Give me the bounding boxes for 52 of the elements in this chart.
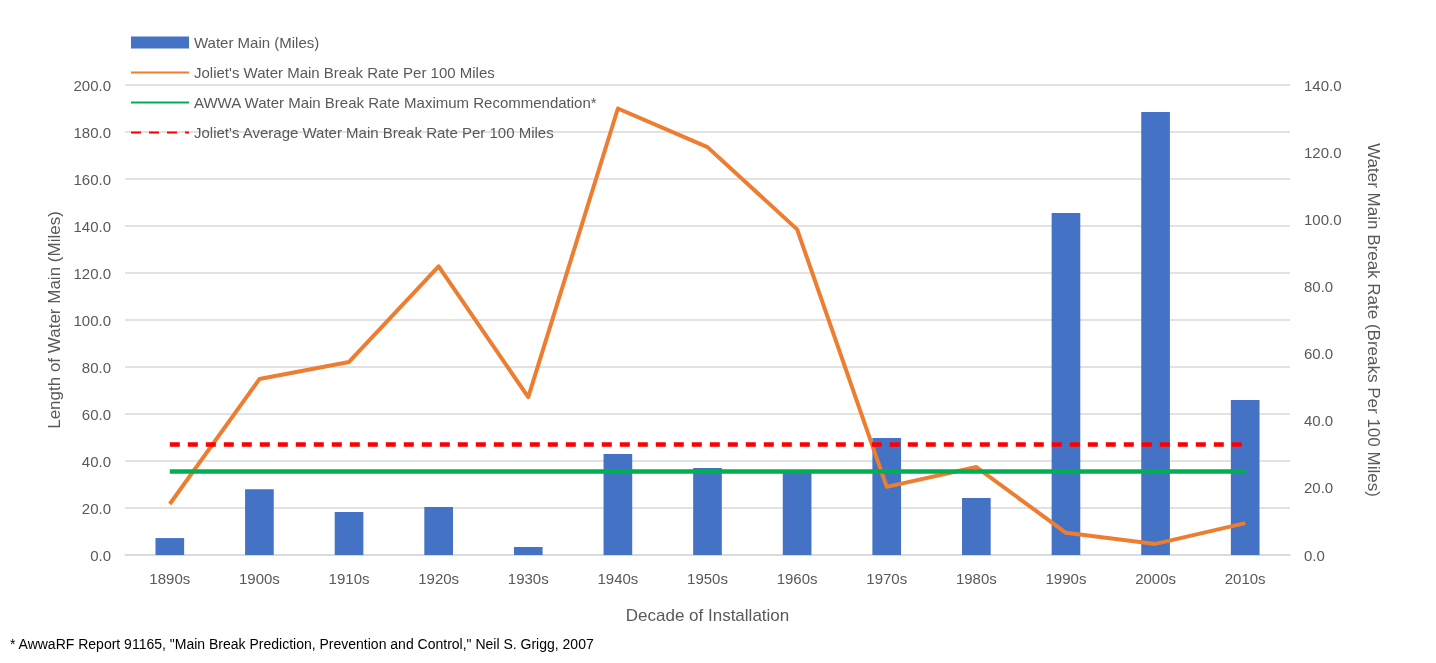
- y-tick-label: 40.0: [81, 452, 111, 470]
- bar: [1141, 112, 1170, 555]
- x-tick-label: 1960s: [776, 570, 818, 587]
- bar: [245, 489, 274, 555]
- y2-axis-title: Water Main Break Rate (Breaks Per 100 Miles): [1364, 143, 1383, 497]
- x-tick-label: 1900s: [238, 570, 280, 587]
- y2-tick-label: 0.0: [1304, 546, 1325, 564]
- y-tick-label: 60.0: [81, 405, 111, 423]
- y-tick-label: 140.0: [73, 217, 111, 235]
- x-tick-label: 1930s: [507, 570, 549, 587]
- legend-label: AWWA Water Main Break Rate Maximum Recommendation*: [194, 94, 597, 111]
- y2-tick-label: 40.0: [1304, 412, 1334, 430]
- x-tick-label: 1890s: [149, 570, 191, 587]
- y-axis-title: Length of Water Main (Miles): [44, 211, 64, 429]
- x-tick-label: 1990s: [1045, 570, 1087, 587]
- y-tick-label: 20.0: [81, 499, 111, 517]
- x-tick-label: 1940s: [597, 570, 639, 587]
- y-tick-label: 200.0: [73, 76, 111, 94]
- bar: [603, 453, 633, 555]
- x-axis-title: Decade of Installation: [625, 606, 790, 625]
- bar: [1230, 399, 1260, 555]
- legend-label: Joliet's Water Main Break Rate Per 100 Miles: [194, 64, 495, 81]
- x-tick-label: 2010s: [1224, 570, 1266, 587]
- x-tick-label: 1920s: [418, 570, 460, 587]
- y2-tick-label: 120.0: [1304, 143, 1342, 161]
- x-tick-label: 1970s: [866, 570, 908, 587]
- bar: [1051, 213, 1081, 555]
- text: * AwwaRF Report 91165, "Main Break Prediction, Prevention and Control," Neil S. Grigg, 2007: [10, 636, 594, 652]
- y2-tick-label: 100.0: [1304, 210, 1342, 228]
- bar: [693, 468, 722, 555]
- y2-tick-label: 140.0: [1304, 76, 1342, 94]
- x-tick-label: 1910s: [328, 570, 370, 587]
- y-tick-label: 180.0: [73, 123, 111, 141]
- y2-tick-label: 20.0: [1304, 479, 1334, 497]
- bar: [513, 547, 543, 555]
- y-tick-label: 80.0: [81, 358, 111, 376]
- legend-label: Water Main (Miles): [194, 34, 320, 51]
- y-tick-label: 100.0: [73, 311, 111, 329]
- x-tick-label: 2000s: [1135, 570, 1177, 587]
- x-tick-label: 1980s: [955, 570, 997, 587]
- bar: [334, 512, 364, 555]
- y-tick-label: 0.0: [90, 546, 111, 564]
- legend-label: Joliet's Average Water Main Break Rate Per 100 Miles: [194, 124, 554, 141]
- y2-tick-label: 80.0: [1304, 277, 1334, 295]
- y-tick-label: 120.0: [73, 264, 111, 282]
- bar: [962, 497, 991, 555]
- y-tick-label: 160.0: [73, 170, 111, 188]
- bar: [155, 538, 185, 555]
- y2-tick-label: 60.0: [1304, 345, 1334, 363]
- bar: [424, 507, 453, 555]
- line-series: [167, 106, 1248, 546]
- x-tick-label: 1950s: [687, 570, 728, 587]
